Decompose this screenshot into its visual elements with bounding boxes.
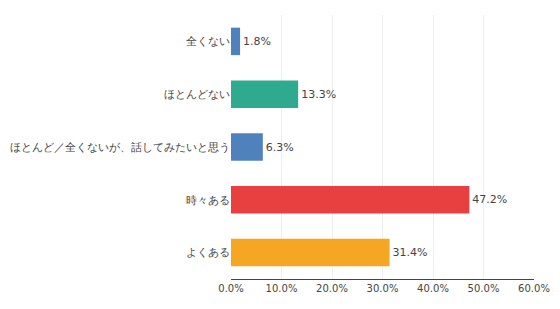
svg-text:1.8%: 1.8% [243, 35, 271, 48]
svg-text:時々ある: 時々ある [186, 194, 230, 207]
svg-text:10.0%: 10.0% [266, 283, 298, 294]
svg-text:全くない: 全くない [186, 35, 230, 48]
svg-text:13.3%: 13.3% [301, 88, 336, 101]
svg-text:ほとんど／全くないが、話してみたいと思う: ほとんど／全くないが、話してみたいと思う [10, 141, 230, 154]
svg-text:40.0%: 40.0% [417, 283, 449, 294]
svg-text:よくある: よくある [186, 246, 230, 259]
svg-text:20.0%: 20.0% [316, 283, 348, 294]
svg-text:31.4%: 31.4% [393, 246, 428, 259]
svg-text:60.0%: 60.0% [518, 283, 550, 294]
svg-text:0.0%: 0.0% [218, 283, 243, 294]
svg-text:50.0%: 50.0% [468, 283, 500, 294]
svg-text:47.2%: 47.2% [472, 193, 507, 206]
svg-text:30.0%: 30.0% [367, 283, 399, 294]
svg-text:ほとんどない: ほとんどない [164, 88, 230, 101]
svg-text:6.3%: 6.3% [266, 141, 294, 154]
